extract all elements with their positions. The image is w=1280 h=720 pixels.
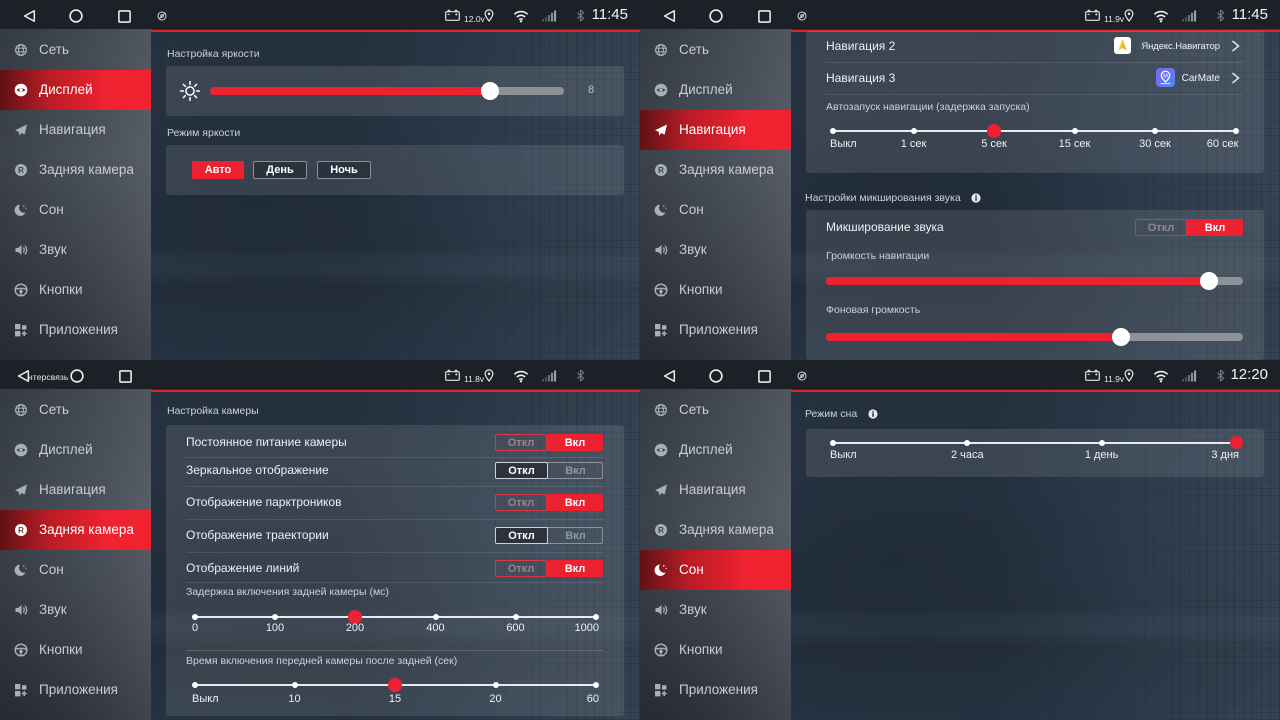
svg-text:R: R (658, 526, 664, 535)
svg-text:R: R (18, 166, 24, 175)
svg-text:R: R (18, 526, 24, 535)
svg-text:R: R (658, 166, 664, 175)
svg-text:M: M (1163, 74, 1168, 80)
